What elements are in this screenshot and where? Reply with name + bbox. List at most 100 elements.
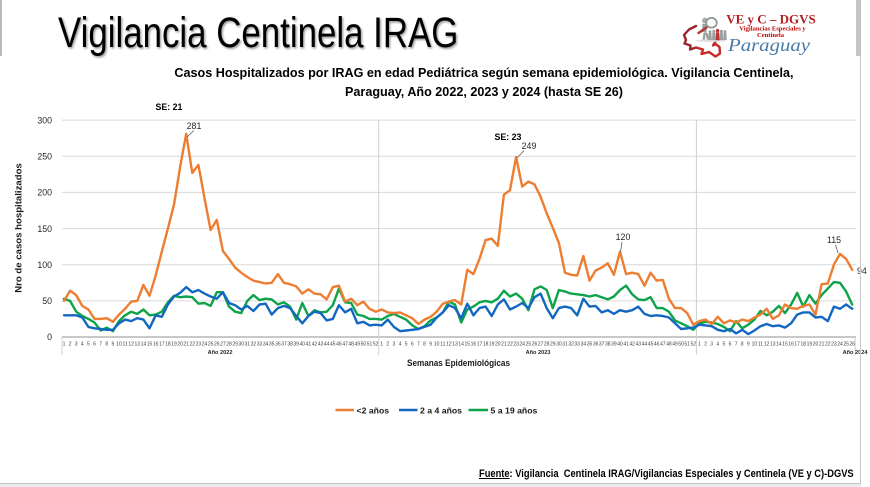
svg-text:22: 22 xyxy=(507,341,513,347)
svg-text:4: 4 xyxy=(716,341,719,347)
svg-text:33: 33 xyxy=(574,341,580,347)
svg-text:41: 41 xyxy=(306,341,312,347)
svg-text:22: 22 xyxy=(190,341,196,347)
svg-text:14: 14 xyxy=(141,341,147,347)
svg-text:27: 27 xyxy=(220,341,226,347)
svg-text:13: 13 xyxy=(452,341,458,347)
svg-text:49: 49 xyxy=(355,341,361,347)
svg-text:7: 7 xyxy=(417,341,420,347)
svg-text:29: 29 xyxy=(550,341,556,347)
svg-text:115: 115 xyxy=(827,235,841,245)
svg-text:42: 42 xyxy=(312,341,318,347)
svg-text:24: 24 xyxy=(837,341,843,347)
svg-text:Centinela: Centinela xyxy=(757,32,785,39)
svg-text:32: 32 xyxy=(251,341,257,347)
svg-text:8: 8 xyxy=(741,341,744,347)
svg-text:35: 35 xyxy=(269,341,275,347)
svg-text:44: 44 xyxy=(642,341,648,347)
svg-text:47: 47 xyxy=(660,341,666,347)
svg-text:<2 años: <2 años xyxy=(357,405,390,415)
svg-text:26: 26 xyxy=(214,341,220,347)
svg-text:6: 6 xyxy=(729,341,732,347)
svg-text:21: 21 xyxy=(819,341,825,347)
svg-text:15: 15 xyxy=(465,341,471,347)
svg-text:12: 12 xyxy=(128,341,134,347)
svg-text:12: 12 xyxy=(446,341,452,347)
svg-text:4: 4 xyxy=(399,341,402,347)
svg-text:19: 19 xyxy=(807,341,813,347)
svg-text:30: 30 xyxy=(556,341,562,347)
svg-text:18: 18 xyxy=(165,341,171,347)
svg-text:46: 46 xyxy=(336,341,342,347)
svg-text:20: 20 xyxy=(177,341,183,347)
svg-text:45: 45 xyxy=(330,341,336,347)
svg-text:22: 22 xyxy=(825,341,831,347)
svg-text:3: 3 xyxy=(393,341,396,347)
svg-text:10: 10 xyxy=(434,341,440,347)
svg-text:46: 46 xyxy=(654,341,660,347)
svg-text:13: 13 xyxy=(770,341,776,347)
svg-text:26: 26 xyxy=(849,341,855,347)
svg-text:43: 43 xyxy=(318,341,324,347)
svg-text:9: 9 xyxy=(747,341,750,347)
svg-text:37: 37 xyxy=(281,341,287,347)
svg-text:8: 8 xyxy=(105,341,108,347)
svg-text:281: 281 xyxy=(187,121,202,131)
svg-text:31: 31 xyxy=(562,341,568,347)
svg-text:28: 28 xyxy=(226,341,232,347)
svg-text:4: 4 xyxy=(81,341,84,347)
svg-text:10: 10 xyxy=(116,341,122,347)
svg-text:39: 39 xyxy=(293,341,299,347)
svg-text:21: 21 xyxy=(501,341,507,347)
svg-text:36: 36 xyxy=(275,341,281,347)
svg-text:17: 17 xyxy=(477,341,483,347)
svg-text:1: 1 xyxy=(380,341,383,347)
svg-text:25: 25 xyxy=(208,341,214,347)
svg-text:Paraguay: Paraguay xyxy=(727,35,810,55)
svg-text:5: 5 xyxy=(87,341,90,347)
svg-text:43: 43 xyxy=(636,341,642,347)
svg-text:2: 2 xyxy=(69,341,72,347)
svg-text:49: 49 xyxy=(672,341,678,347)
svg-text:25: 25 xyxy=(843,341,849,347)
svg-text:16: 16 xyxy=(471,341,477,347)
svg-text:52: 52 xyxy=(691,341,697,347)
svg-text:6: 6 xyxy=(93,341,96,347)
svg-text:12: 12 xyxy=(764,341,770,347)
svg-text:94: 94 xyxy=(857,266,867,276)
svg-text:13: 13 xyxy=(135,341,141,347)
svg-text:VE y C – DGVS: VE y C – DGVS xyxy=(726,12,816,27)
svg-text:34: 34 xyxy=(581,341,587,347)
svg-text:2: 2 xyxy=(386,341,389,347)
svg-text:35: 35 xyxy=(587,341,593,347)
svg-text:SE: 21: SE: 21 xyxy=(156,102,183,112)
svg-text:100: 100 xyxy=(37,260,52,270)
svg-text:5 a 19 años: 5 a 19 años xyxy=(491,405,538,415)
svg-text:249: 249 xyxy=(522,141,537,151)
svg-text:24: 24 xyxy=(519,341,525,347)
svg-text:Año 2023: Año 2023 xyxy=(526,350,551,356)
svg-text:40: 40 xyxy=(300,341,306,347)
svg-text:51: 51 xyxy=(684,341,690,347)
svg-text:7: 7 xyxy=(735,341,738,347)
svg-text:10: 10 xyxy=(752,341,758,347)
svg-text:27: 27 xyxy=(538,341,544,347)
svg-text:41: 41 xyxy=(623,341,629,347)
svg-text:38: 38 xyxy=(287,341,293,347)
svg-text:17: 17 xyxy=(794,341,800,347)
svg-text:48: 48 xyxy=(348,341,354,347)
svg-text:11: 11 xyxy=(122,341,127,347)
svg-text:3: 3 xyxy=(710,341,713,347)
svg-text:16: 16 xyxy=(788,341,794,347)
svg-text:18: 18 xyxy=(483,341,489,347)
svg-text:16: 16 xyxy=(153,341,159,347)
svg-text:19: 19 xyxy=(489,341,495,347)
svg-text:200: 200 xyxy=(37,188,52,198)
svg-text:31: 31 xyxy=(245,341,251,347)
svg-text:Vigilancias Especiales y: Vigilancias Especiales y xyxy=(739,26,806,33)
svg-text:34: 34 xyxy=(263,341,269,347)
svg-text:120: 120 xyxy=(616,232,631,242)
svg-text:20: 20 xyxy=(495,341,501,347)
svg-text:9: 9 xyxy=(112,341,115,347)
svg-text:Año 2024: Año 2024 xyxy=(843,350,869,356)
